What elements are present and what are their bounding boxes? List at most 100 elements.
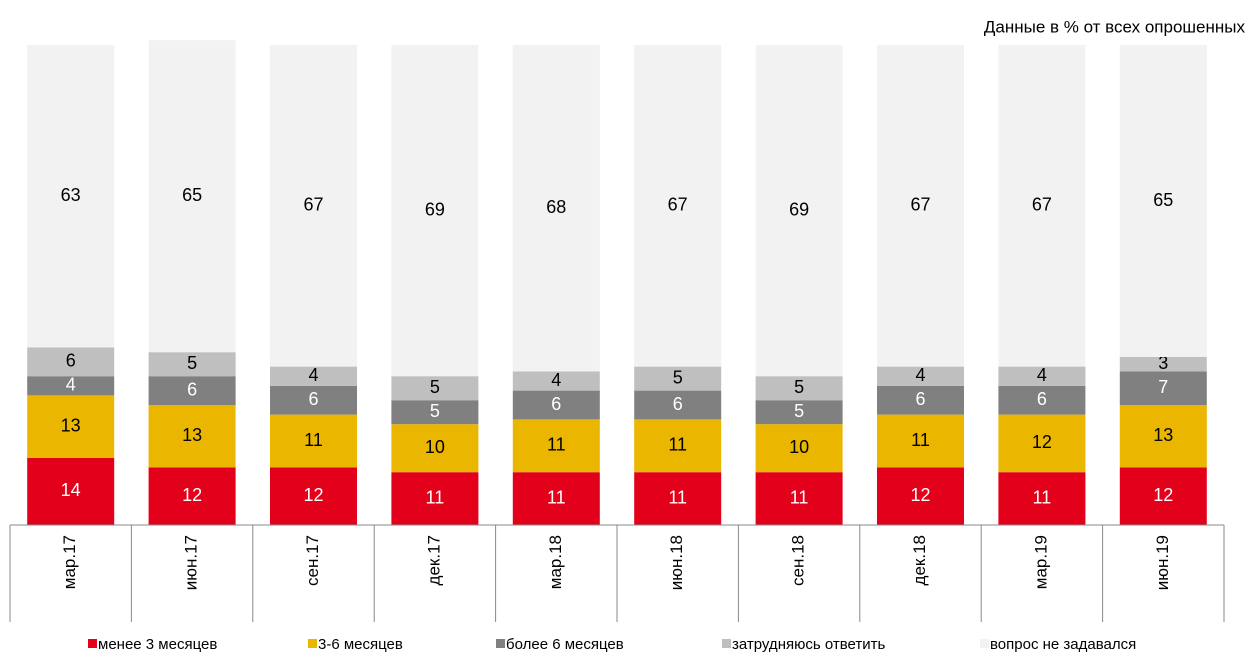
- bar-segment: [148, 376, 236, 405]
- bar-segment: [391, 472, 479, 525]
- bar-segment: [391, 424, 479, 473]
- bar-segment: [391, 376, 479, 401]
- bar-segment: [27, 376, 115, 396]
- bar-segment: [755, 424, 843, 473]
- value-label: 12: [1032, 432, 1052, 452]
- value-label: 4: [915, 365, 925, 385]
- x-tick-label: сен.18: [789, 535, 808, 586]
- value-label: 5: [794, 377, 804, 397]
- bar-segment: [998, 472, 1086, 525]
- bar-segment: [512, 390, 600, 420]
- legend-swatch: [308, 639, 317, 648]
- value-label: 5: [187, 353, 197, 373]
- bar-segment: [391, 45, 479, 377]
- value-label: 63: [61, 185, 81, 205]
- value-label: 4: [66, 375, 76, 395]
- bar-segment: [877, 45, 964, 367]
- value-label: 13: [182, 425, 202, 445]
- bar-segment: [877, 414, 964, 468]
- value-label: 4: [1037, 365, 1047, 385]
- value-label: 6: [308, 389, 318, 409]
- value-label: 11: [547, 435, 566, 455]
- value-label: 67: [303, 195, 323, 215]
- bar-segment: [634, 419, 722, 473]
- value-label: 69: [789, 199, 809, 219]
- value-label: 4: [308, 365, 318, 385]
- bar-segment: [27, 347, 115, 377]
- legend-label: 3-6 месяцев: [318, 636, 403, 653]
- legend-label: менее 3 месяцев: [98, 636, 217, 653]
- value-label: 68: [546, 197, 566, 217]
- legend-swatch: [496, 639, 505, 648]
- bar-segment: [1119, 371, 1207, 405]
- value-label: 12: [910, 485, 930, 505]
- bar-segment: [512, 45, 600, 372]
- legend-label: затрудняюсь ответить: [732, 636, 885, 653]
- bar-segment: [634, 472, 722, 525]
- value-label: 13: [1153, 425, 1173, 445]
- value-label: 6: [673, 394, 683, 414]
- value-label: 4: [551, 370, 561, 390]
- value-label: 10: [789, 437, 809, 457]
- value-label: 67: [1032, 195, 1052, 215]
- x-tick-label: июн.17: [182, 535, 201, 590]
- bar-segment: [755, 400, 843, 425]
- bar-segment: [998, 385, 1086, 415]
- bar-segment: [998, 414, 1086, 473]
- bar-segment: [512, 472, 600, 525]
- bar-segment: [1119, 467, 1207, 525]
- legend-swatch: [88, 639, 97, 648]
- value-label: 5: [673, 367, 683, 387]
- bar-segment: [755, 45, 843, 377]
- bar-segment: [148, 40, 236, 353]
- x-tick-label: мар.19: [1031, 535, 1050, 589]
- bar-segment: [27, 45, 115, 348]
- bar-segment: [512, 371, 600, 391]
- bar-segment: [634, 45, 722, 367]
- value-label: 6: [915, 389, 925, 409]
- value-label: 14: [61, 480, 81, 500]
- value-label: 5: [430, 377, 440, 397]
- bar-segment: [998, 366, 1086, 386]
- bar-segment: [634, 366, 722, 391]
- bar-segment: [877, 467, 964, 525]
- x-tick-label: дек.18: [910, 535, 929, 585]
- bar-segment: [270, 467, 357, 525]
- value-label: 65: [1153, 190, 1173, 210]
- bar-segment: [1119, 45, 1207, 357]
- value-label: 11: [1033, 487, 1052, 507]
- value-label: 5: [430, 401, 440, 421]
- legend-swatch: [722, 639, 731, 648]
- bar-segment: [998, 45, 1086, 367]
- value-label: 67: [668, 195, 688, 215]
- value-label: 11: [790, 487, 809, 507]
- value-label: 13: [61, 415, 81, 435]
- value-label: 10: [425, 437, 445, 457]
- legend-label: более 6 месяцев: [506, 636, 624, 653]
- bar-segment: [270, 385, 357, 415]
- value-label: 11: [426, 487, 445, 507]
- bar-segment: [148, 352, 236, 377]
- value-label: 6: [1037, 389, 1047, 409]
- bar-segment: [1119, 405, 1207, 468]
- bar-segment: [270, 366, 357, 386]
- legend-swatch: [980, 639, 989, 648]
- value-label: 11: [668, 435, 687, 455]
- value-label: 3: [1158, 353, 1168, 373]
- bar-segment: [755, 376, 843, 401]
- x-tick-label: дек.17: [424, 535, 443, 585]
- bar-segment: [148, 405, 236, 468]
- bar-segment: [634, 390, 722, 420]
- bar-segment: [755, 472, 843, 525]
- bar-segment: [148, 467, 236, 525]
- bar-segment: [27, 457, 115, 525]
- bar-segment: [270, 414, 357, 468]
- bar-segment: [1119, 357, 1207, 372]
- x-tick-label: сен.17: [303, 535, 322, 586]
- bar-segment: [877, 366, 964, 386]
- value-label: 6: [187, 379, 197, 399]
- value-label: 12: [1153, 485, 1173, 505]
- value-label: 7: [1158, 377, 1168, 397]
- value-label: 6: [66, 351, 76, 371]
